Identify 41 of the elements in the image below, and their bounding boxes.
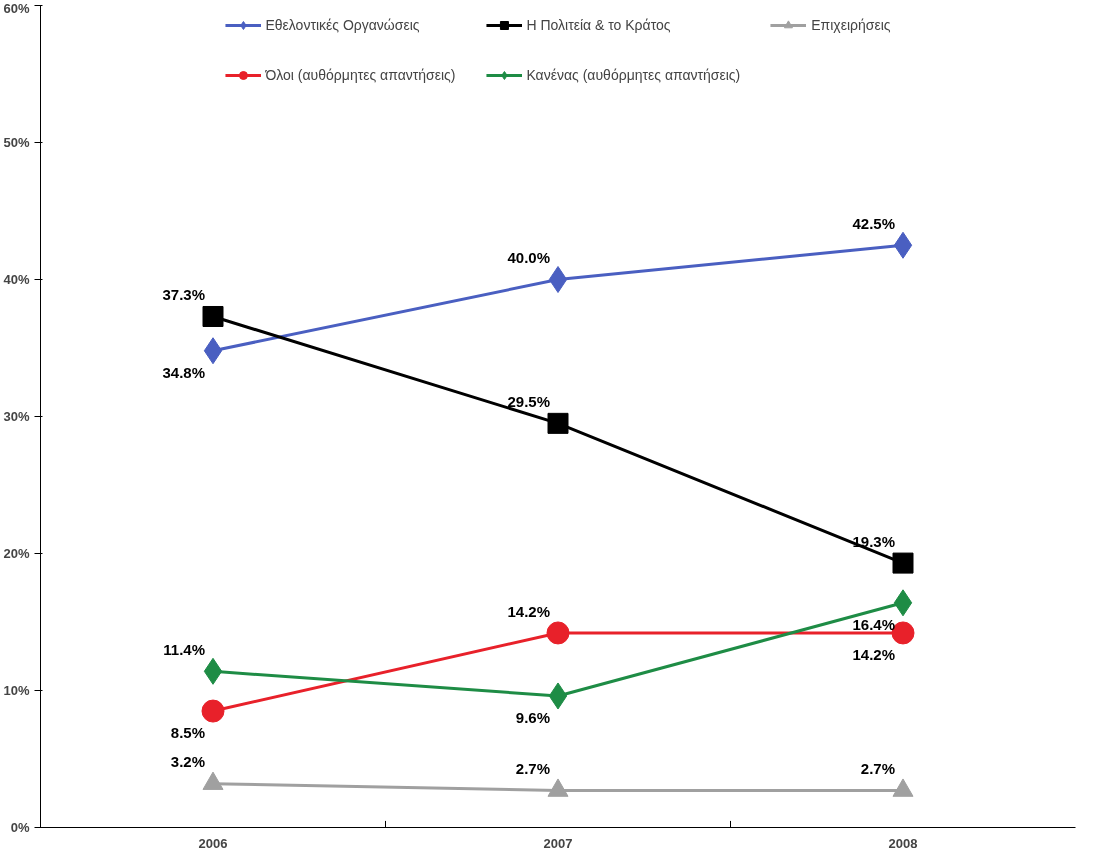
data-label: 8.5% [170, 724, 206, 742]
point [203, 657, 223, 685]
x-tick-label: 2006 [198, 835, 228, 851]
data-label: 2.7% [860, 760, 896, 778]
point [202, 305, 224, 327]
y-tick-label: 0% [10, 820, 30, 835]
data-label: 19.3% [852, 532, 896, 550]
point [547, 412, 569, 434]
data-label: 14.2% [852, 646, 896, 664]
point [548, 682, 568, 710]
data-label: 42.5% [852, 214, 896, 232]
point [546, 621, 570, 645]
point [203, 337, 223, 365]
data-label: 14.2% [507, 602, 551, 620]
data-label: 3.2% [170, 753, 206, 771]
point [892, 552, 914, 574]
point [548, 266, 568, 293]
legend-label: Η Πολιτεία & το Κράτος [526, 17, 671, 33]
legend-label: Κανένας (αυθόρμητες απαντήσεις) [526, 67, 741, 83]
x-tick-label: 2007 [543, 835, 573, 851]
legend-label: Εθελοντικές Οργανώσεις [265, 17, 420, 33]
data-label: 9.6% [515, 709, 551, 727]
data-label: 29.5% [507, 392, 551, 410]
y-tick-label: 10% [3, 683, 30, 698]
data-label: 34.8% [162, 364, 206, 382]
data-label: 16.4% [852, 616, 896, 634]
legend-label: Όλοι (αυθόρμητες απαντήσεις) [265, 67, 456, 83]
y-tick-label: 30% [3, 409, 30, 424]
y-tick-label: 40% [3, 272, 30, 287]
point [201, 699, 225, 723]
y-tick-label: 50% [3, 135, 30, 150]
data-label: 11.4% [163, 640, 206, 658]
legend-label: Επιχειρήσεις [811, 17, 891, 33]
y-tick-label: 20% [3, 546, 30, 561]
point [893, 231, 913, 259]
y-tick-label: 60% [3, 0, 30, 16]
data-label: 2.7% [515, 760, 551, 778]
data-label: 40.0% [507, 249, 551, 267]
data-label: 37.3% [162, 286, 206, 304]
point [893, 589, 913, 617]
x-tick-label: 2008 [888, 835, 918, 851]
